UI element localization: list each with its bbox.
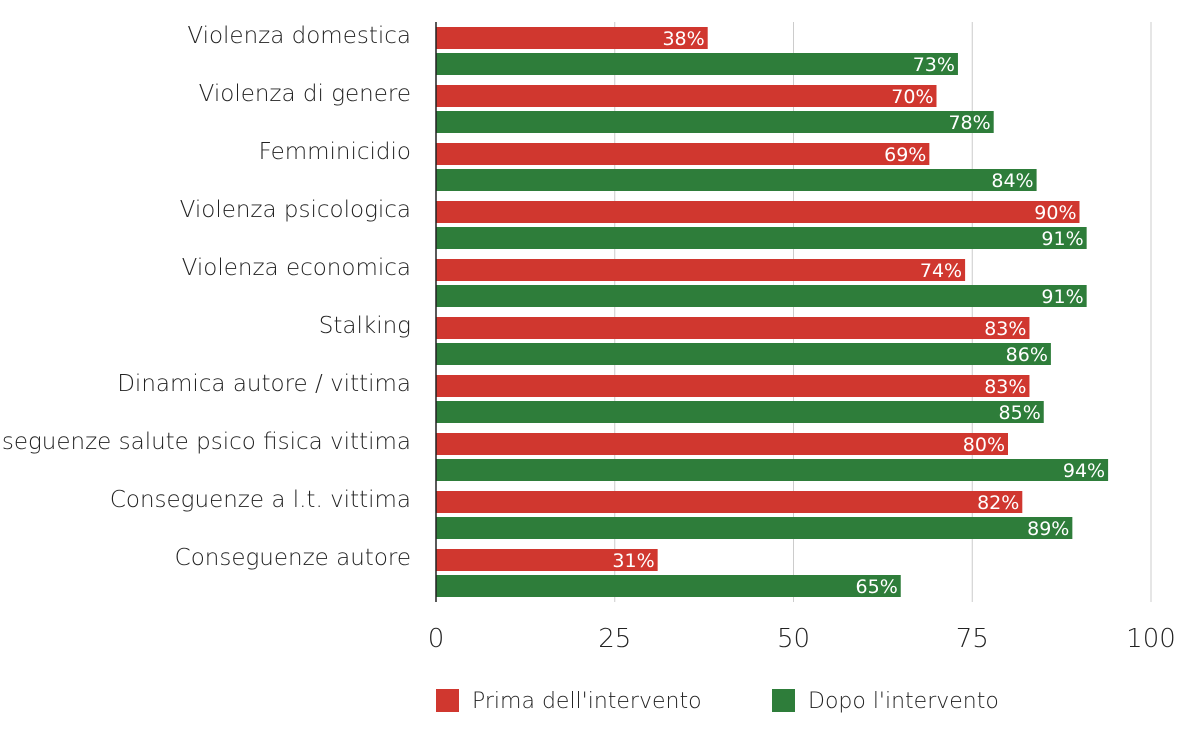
x-tick-label: 50 [777, 624, 810, 654]
x-axis-ticks: 0 25 50 75 100 [428, 624, 1176, 654]
bar-value-label: 80% [963, 434, 1005, 456]
bar-dopo-4 [436, 285, 1087, 307]
bar-value-label: 86% [1006, 344, 1048, 366]
bar-prima-3 [436, 201, 1080, 223]
bar-value-label: 83% [984, 318, 1026, 340]
category-label: Violenza domestica [187, 23, 411, 49]
bar-prima-2 [436, 143, 930, 165]
bar-value-label: 91% [1041, 228, 1083, 250]
bar-dopo-1 [436, 111, 994, 133]
bar-prima-8 [436, 491, 1023, 513]
bar-dopo-7 [436, 459, 1109, 481]
bar-prima-4 [436, 259, 966, 281]
category-labels: Violenza domestica Violenza di genere Femm… [0, 23, 411, 571]
bar-dopo-3 [436, 227, 1087, 249]
bar-value-label: 94% [1063, 460, 1105, 482]
bar-value-label: 78% [948, 112, 990, 134]
bar-prima-9 [436, 549, 658, 571]
bar-prima-1 [436, 85, 937, 107]
bar-value-label: 83% [984, 376, 1026, 398]
x-tick-label: 0 [428, 624, 445, 654]
bar-value-label: 70% [891, 86, 933, 108]
legend-label-prima: Prima dell'intervento [472, 689, 702, 714]
bars: 38% 73% 70% 78% 69% 84%90% 91% 74% 91% 83% 86% 83% 8… [435, 22, 1109, 602]
bar-dopo-6 [436, 401, 1044, 423]
bar-value-label: 74% [920, 260, 962, 282]
category-label: Conseguenze autore [175, 545, 411, 571]
legend-swatch-dopo [772, 689, 795, 712]
category-label: Femminicidio [259, 139, 411, 165]
bar-prima-5 [436, 317, 1030, 339]
bar-value-label: 89% [1027, 518, 1069, 540]
bar-dopo-0 [436, 53, 958, 75]
bar-dopo-2 [436, 169, 1037, 191]
bar-value-label: 38% [662, 28, 704, 50]
bar-value-label: 84% [991, 170, 1033, 192]
x-tick-label: 75 [956, 624, 989, 654]
category-label: Conseguenze a l.t. vittima [110, 487, 411, 513]
bar-value-label: 65% [856, 576, 898, 598]
bar-prima-6 [436, 375, 1030, 397]
bar-prima-7 [436, 433, 1008, 455]
bar-dopo-5 [436, 343, 1051, 365]
bar-value-label: 82% [977, 492, 1019, 514]
bar-value-label: 73% [913, 54, 955, 76]
bar-dopo-9 [436, 575, 901, 597]
bar-value-label: 91% [1041, 286, 1083, 308]
legend-label-dopo: Dopo l'intervento [808, 689, 999, 714]
bar-value-label: 31% [612, 550, 654, 572]
category-label: Dinamica autore / vittima [117, 371, 411, 397]
bar-value-label: 90% [1034, 202, 1076, 224]
x-tick-label: 25 [598, 624, 631, 654]
category-label: Violenza economica [182, 255, 411, 281]
category-label: Violenza di genere [199, 81, 411, 107]
bar-value-label: 85% [999, 402, 1041, 424]
legend-swatch-prima [436, 689, 459, 712]
category-label: Stalking [319, 313, 411, 339]
bar-prima-0 [436, 27, 708, 49]
category-label: Conseguenze salute psico fisica vittima [0, 429, 411, 455]
category-label: Violenza psicologica [180, 197, 411, 223]
legend: Prima dell'intervento Dopo l'intervento [436, 689, 999, 714]
grid-lines [614, 22, 1152, 602]
bar-dopo-8 [436, 517, 1073, 539]
x-tick-label: 100 [1126, 624, 1176, 654]
bar-value-label: 69% [884, 144, 926, 166]
